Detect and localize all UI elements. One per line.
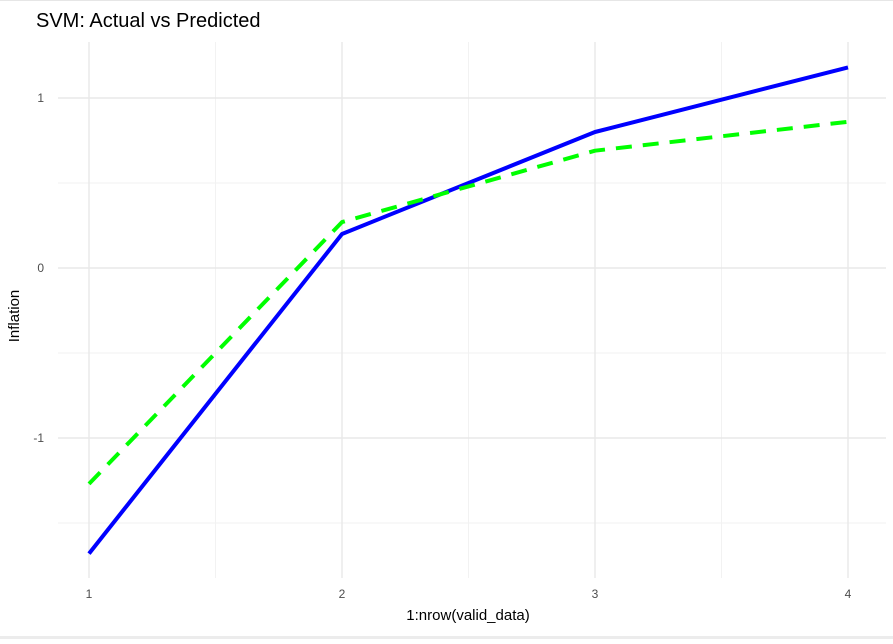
series-layer [87, 65, 849, 555]
series-line-actual [87, 65, 849, 555]
series-line-predicted [87, 119, 849, 486]
y-axis-label: Inflation [6, 290, 23, 343]
frame-bottom-border [0, 636, 893, 639]
tick-labels: 1 2 3 4 -1 0 1 [33, 91, 851, 601]
y-tick-label: 0 [37, 261, 44, 275]
y-tick-label: 1 [37, 91, 44, 105]
x-tick-label: 4 [845, 587, 852, 601]
x-tick-label: 1 [86, 587, 93, 601]
x-tick-label: 2 [339, 587, 346, 601]
frame-top-border [0, 0, 893, 1]
minor-gridlines [58, 42, 886, 578]
chart-title: SVM: Actual vs Predicted [36, 10, 261, 32]
major-gridlines [58, 42, 886, 578]
x-axis-label: 1:nrow(valid_data) [406, 607, 529, 624]
x-tick-label: 3 [592, 587, 599, 601]
y-tick-label: -1 [33, 431, 44, 445]
